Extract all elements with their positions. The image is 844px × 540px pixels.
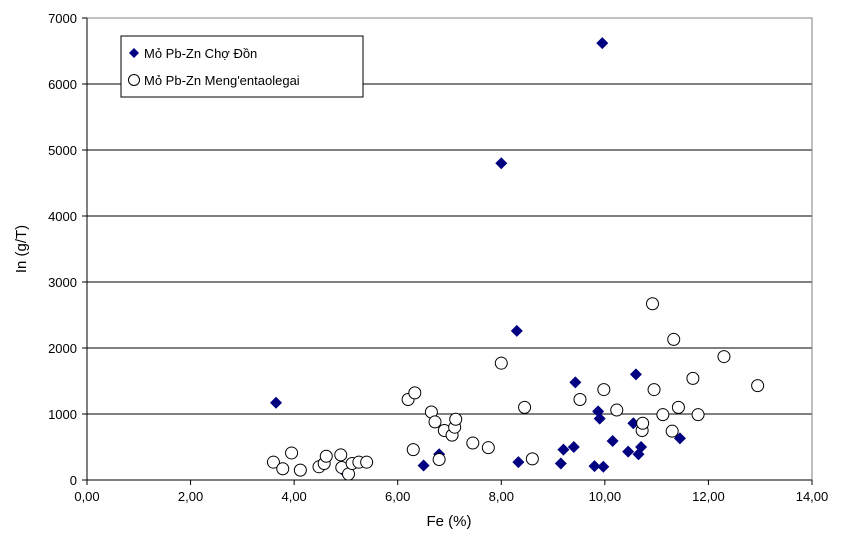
- data-point-diamond: [593, 412, 606, 425]
- data-point-circle: [466, 436, 480, 450]
- data-point-circle: [276, 462, 290, 476]
- data-point-circle: [360, 455, 374, 469]
- data-point-circle: [667, 332, 681, 346]
- y-tick-label: 1000: [48, 407, 77, 422]
- data-point-diamond: [629, 368, 642, 381]
- data-point-circle: [686, 371, 700, 385]
- data-point-circle: [665, 424, 679, 438]
- x-tick-label: 4,00: [281, 489, 306, 504]
- data-point-diamond: [588, 460, 601, 473]
- data-point-circle: [525, 452, 539, 466]
- legend-label-series-1: Mỏ Pb-Zn Chợ Đồn: [144, 46, 257, 61]
- data-point-diamond: [567, 441, 580, 453]
- data-point-diamond: [606, 435, 619, 448]
- data-point-circle: [406, 443, 420, 457]
- data-point-circle: [691, 408, 705, 422]
- data-point-circle: [646, 297, 659, 311]
- data-point-circle: [285, 446, 299, 460]
- x-tick-label: 14,00: [796, 489, 829, 504]
- data-point-diamond: [270, 396, 283, 409]
- data-point-circle: [518, 400, 532, 414]
- data-point-diamond: [510, 324, 523, 337]
- data-point-circle: [432, 453, 446, 467]
- y-tick-label: 4000: [48, 209, 77, 224]
- x-tick-label: 12,00: [692, 489, 725, 504]
- data-point-diamond: [554, 457, 567, 470]
- data-point-diamond: [635, 441, 648, 453]
- data-point-diamond: [495, 157, 508, 170]
- y-tick-label: 0: [70, 473, 77, 488]
- data-point-circle: [334, 448, 348, 462]
- legend: Mỏ Pb-Zn Chợ Đồn Mỏ Pb-Zn Meng'entaolega…: [120, 35, 364, 98]
- y-tick-label: 3000: [48, 275, 77, 290]
- data-points: [266, 37, 765, 481]
- data-point-circle: [671, 400, 685, 414]
- data-point-diamond: [596, 37, 609, 50]
- data-point-circle: [408, 386, 422, 400]
- data-point-diamond: [417, 459, 430, 472]
- data-point-circle: [481, 441, 495, 455]
- data-point-diamond: [622, 445, 635, 458]
- data-point-diamond: [627, 417, 640, 430]
- legend-marker-diamond: [129, 48, 139, 58]
- x-axis-title: Fe (%): [427, 513, 472, 530]
- y-tick-label: 2000: [48, 341, 77, 356]
- data-point-diamond: [557, 443, 570, 456]
- series-1-points: [270, 37, 686, 477]
- data-point-circle: [428, 415, 442, 429]
- data-point-circle: [717, 350, 731, 364]
- data-point-circle: [449, 412, 463, 426]
- data-point-circle: [597, 383, 611, 397]
- x-tick-label: 6,00: [385, 489, 410, 504]
- legend-box: [120, 35, 364, 98]
- axis-ticks: 0 1000 2000 3000 4000 5000 6000 7000 0,00 2,00 4,0…: [48, 11, 828, 504]
- data-point-diamond: [597, 460, 610, 473]
- series-2-points: [266, 297, 765, 481]
- x-tick-label: 10,00: [589, 489, 622, 504]
- y-axis-title: In (g/T): [13, 225, 30, 273]
- data-point-circle: [610, 403, 624, 417]
- data-point-circle: [656, 408, 670, 422]
- data-point-diamond: [512, 456, 525, 469]
- data-point-circle: [319, 449, 333, 463]
- data-point-diamond: [569, 376, 582, 389]
- x-tick-label: 2,00: [178, 489, 203, 504]
- y-tick-label: 7000: [48, 11, 77, 26]
- data-point-circle: [636, 416, 650, 430]
- data-point-circle: [751, 379, 765, 393]
- y-tick-label: 6000: [48, 77, 77, 92]
- x-tick-label: 8,00: [489, 489, 514, 504]
- data-point-circle: [266, 455, 280, 469]
- y-tick-label: 5000: [48, 143, 77, 158]
- data-point-circle: [293, 463, 307, 477]
- data-point-circle: [647, 383, 661, 397]
- legend-label-series-2: Mỏ Pb-Zn Meng'entaolegai: [144, 73, 300, 88]
- data-point-circle: [573, 392, 587, 406]
- data-point-circle: [494, 356, 508, 370]
- x-tick-label: 0,00: [74, 489, 99, 504]
- legend-marker-circle: [128, 74, 140, 86]
